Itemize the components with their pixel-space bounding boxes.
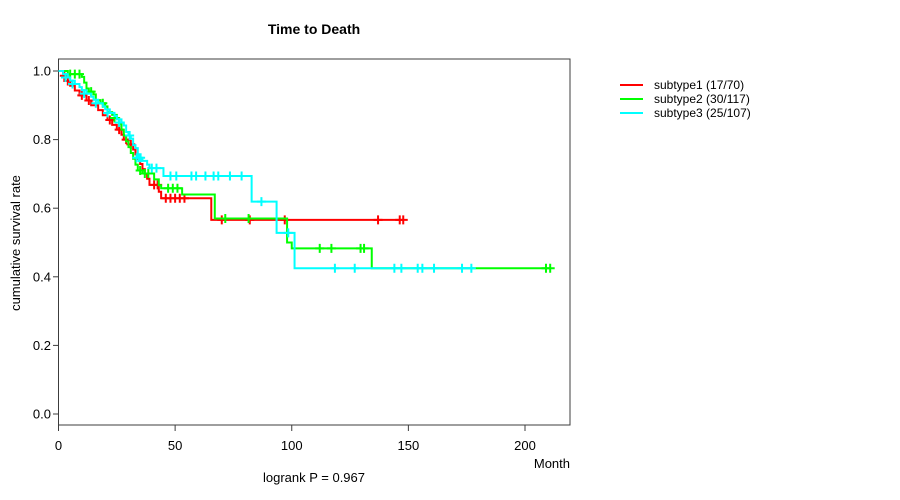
plot-border (58, 58, 571, 426)
x-tick-label: 0 (55, 438, 62, 453)
legend-item-subtype1: subtype1 (17/70) (620, 78, 751, 92)
survival-curve-subtype1 (58, 70, 404, 221)
censor-marks-subtype2 (65, 69, 555, 273)
legend-item-subtype2: subtype2 (30/117) (620, 92, 751, 106)
x-tick-label: 200 (514, 438, 536, 453)
y-tick-label: 0.6 (33, 201, 51, 216)
legend-line-swatch (620, 112, 643, 114)
legend-line-swatch (620, 84, 643, 86)
y-axis-title: cumulative survival rate (8, 175, 23, 311)
x-tick-label: 150 (398, 438, 420, 453)
survival-curve-subtype2 (58, 70, 551, 270)
legend-line-swatch (620, 98, 643, 100)
legend-item-subtype3: subtype3 (25/107) (620, 106, 751, 120)
legend-label: subtype1 (17/70) (654, 78, 745, 92)
censor-marks-subtype1 (59, 71, 408, 225)
survival-curve-subtype3 (58, 70, 474, 270)
legend-label: subtype3 (25/107) (654, 106, 751, 120)
x-tick-label: 100 (281, 438, 303, 453)
legend-label: subtype2 (30/117) (654, 92, 750, 106)
y-tick-label: 1.0 (33, 64, 51, 79)
y-tick-label: 0.4 (33, 269, 51, 284)
y-tick-label: 0.8 (33, 132, 51, 147)
logrank-annotation: logrank P = 0.967 (262, 470, 366, 485)
y-tick-label: 0.2 (33, 338, 51, 353)
legend: subtype1 (17/70) subtype2 (30/117) subtype… (620, 78, 751, 120)
x-axis-title: Month (533, 456, 570, 471)
x-tick-label: 50 (168, 438, 182, 453)
censor-marks-subtype3 (60, 73, 476, 273)
y-tick-label: 0.0 (33, 407, 51, 422)
chart-title: Time to Death (267, 21, 361, 37)
